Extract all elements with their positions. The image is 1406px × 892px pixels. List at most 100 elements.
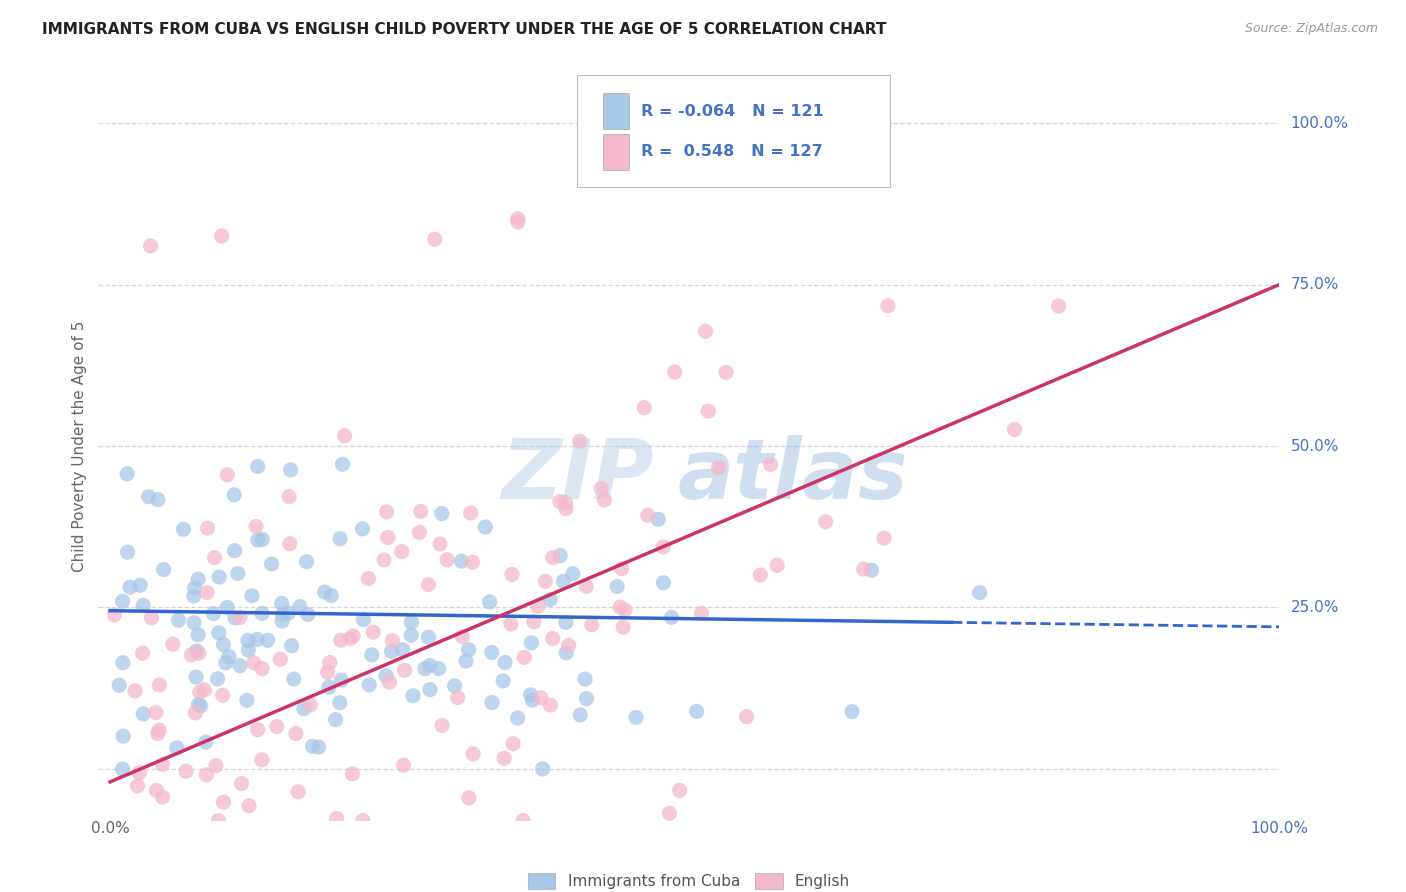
Point (271, 607, 294, 622)
Point (506, 711, 529, 725)
Point (166, 740, 188, 755)
Point (637, 508, 659, 523)
Point (329, 696, 352, 710)
Y-axis label: Child Poverty Under the Age of 5: Child Poverty Under the Age of 5 (72, 320, 87, 572)
Point (250, 753, 273, 767)
Point (652, 540, 675, 554)
Point (695, 324, 717, 338)
Point (329, 532, 352, 546)
Point (193, 682, 215, 697)
Point (271, 614, 294, 628)
Point (463, 747, 485, 761)
Point (686, 705, 709, 719)
Text: 100.0%: 100.0% (1291, 116, 1348, 130)
Point (391, 642, 413, 657)
Point (246, 459, 269, 474)
Point (152, 757, 174, 772)
Point (187, 627, 209, 641)
Point (202, 607, 225, 621)
Point (613, 603, 636, 617)
Text: IMMIGRANTS FROM CUBA VS ENGLISH CHILD POVERTY UNDER THE AGE OF 5 CORRELATION CHA: IMMIGRANTS FROM CUBA VS ENGLISH CHILD PO… (42, 22, 887, 37)
Point (658, 806, 681, 821)
Point (138, 490, 160, 504)
Point (714, 365, 737, 379)
Point (215, 656, 238, 670)
Point (278, 537, 301, 551)
Point (146, 492, 169, 507)
Point (593, 493, 616, 508)
Point (240, 589, 263, 603)
Point (295, 555, 318, 569)
Point (205, 758, 228, 772)
Point (359, 678, 381, 692)
Point (401, 615, 423, 629)
Point (238, 798, 260, 813)
Point (624, 710, 647, 724)
Point (180, 648, 202, 662)
Point (146, 726, 169, 740)
Point (523, 615, 546, 629)
Point (548, 494, 571, 508)
Point (224, 611, 246, 625)
FancyBboxPatch shape (603, 134, 628, 169)
Point (352, 814, 374, 828)
Point (352, 613, 374, 627)
Point (132, 706, 155, 721)
Point (506, 215, 529, 229)
Point (447, 690, 470, 705)
Point (553, 574, 575, 589)
Point (132, 599, 155, 613)
Point (399, 628, 422, 642)
Point (226, 566, 249, 581)
Point (430, 718, 453, 732)
Point (360, 648, 382, 662)
Point (124, 683, 146, 698)
Point (409, 504, 432, 518)
Point (494, 751, 516, 765)
Point (270, 596, 292, 610)
Point (280, 639, 302, 653)
Point (377, 531, 399, 545)
Point (236, 633, 259, 648)
Point (283, 672, 305, 686)
Legend: Immigrants from Cuba, English: Immigrants from Cuba, English (522, 867, 856, 892)
Point (1047, 299, 1070, 313)
Point (474, 520, 496, 534)
Point (502, 737, 524, 751)
Point (430, 507, 453, 521)
Text: 100.0%: 100.0% (1250, 821, 1309, 836)
Point (457, 642, 479, 657)
Point (581, 617, 603, 632)
Point (352, 522, 374, 536)
Point (538, 698, 561, 713)
Point (111, 594, 134, 608)
Point (316, 665, 339, 680)
Point (499, 617, 522, 632)
Point (277, 606, 299, 620)
Point (814, 515, 837, 529)
Point (876, 299, 898, 313)
Point (557, 638, 579, 652)
Point (292, 701, 315, 715)
Point (217, 600, 239, 615)
Point (766, 558, 789, 573)
Point (357, 572, 380, 586)
Point (443, 679, 465, 693)
Point (128, 765, 150, 780)
Point (246, 533, 269, 547)
Point (229, 610, 252, 624)
Point (375, 669, 398, 683)
Point (392, 758, 415, 772)
Point (145, 783, 167, 797)
Point (633, 401, 655, 415)
Point (318, 680, 340, 694)
Point (375, 505, 398, 519)
Point (554, 501, 576, 516)
Point (280, 463, 302, 477)
Point (236, 693, 259, 707)
Point (218, 649, 240, 664)
Point (841, 705, 863, 719)
Point (212, 795, 235, 809)
Point (152, 562, 174, 576)
Point (108, 678, 131, 692)
